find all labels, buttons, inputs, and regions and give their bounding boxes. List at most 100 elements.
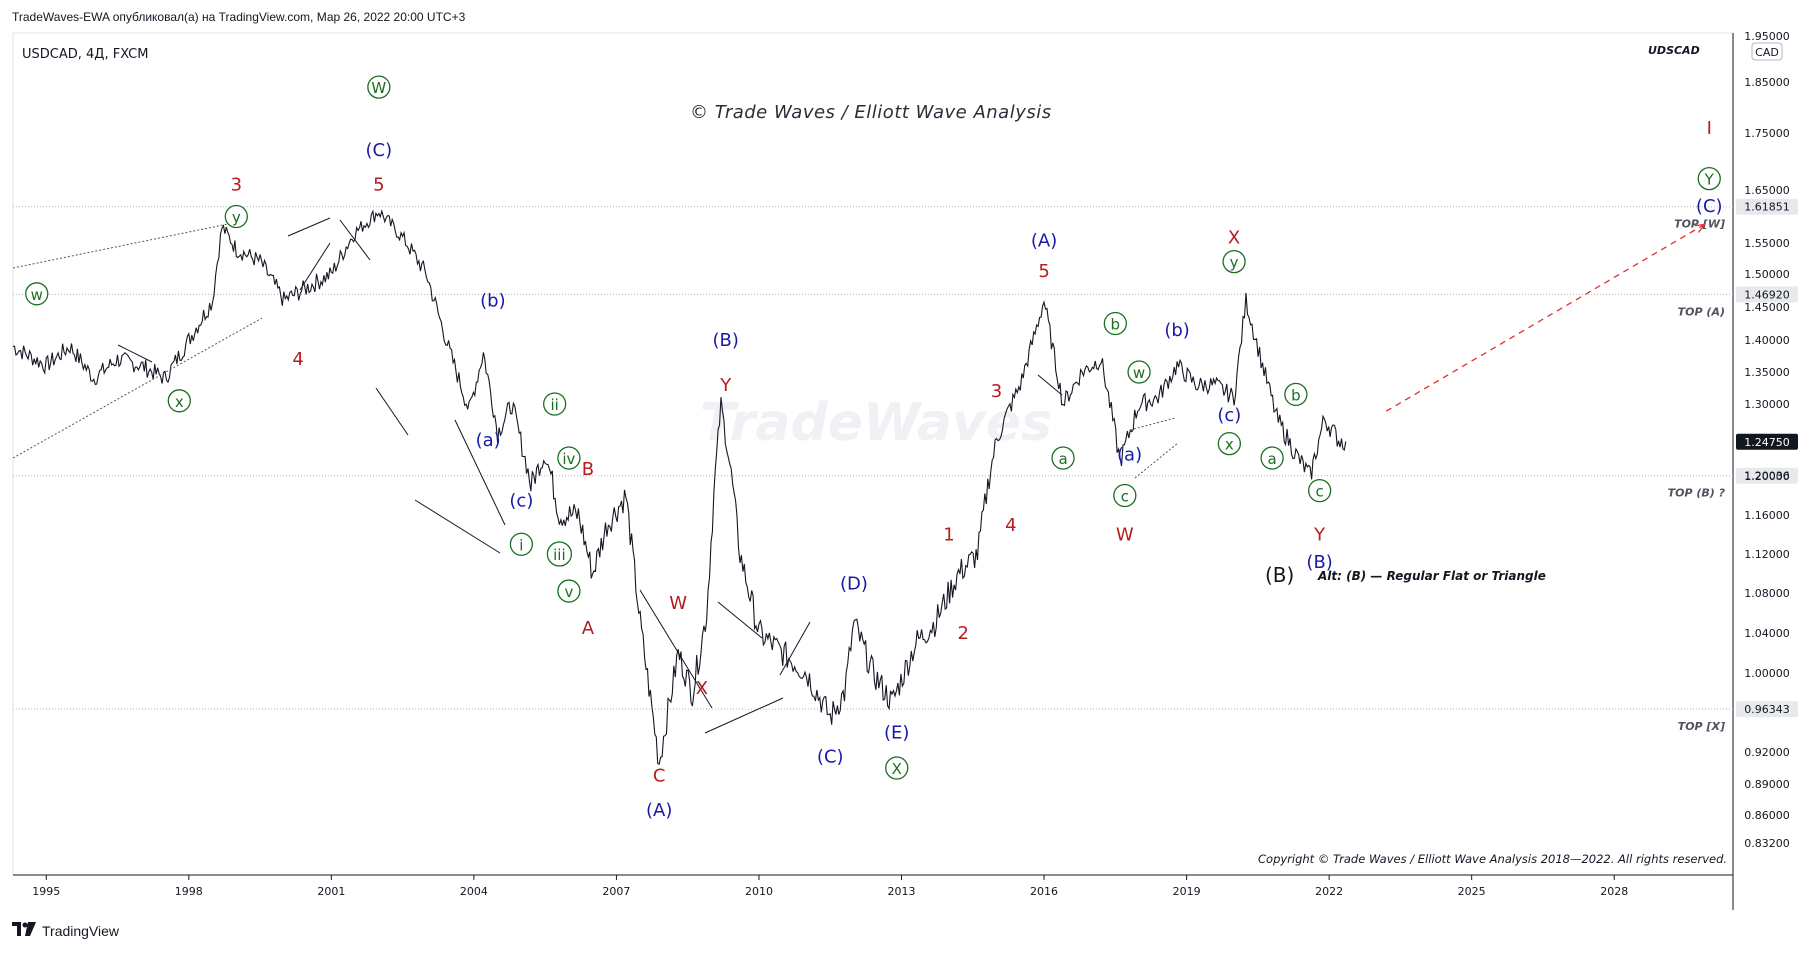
copyright-text: Copyright © Trade Waves / Elliott Wave A… [1258,852,1727,866]
faded-watermark: TradeWaves [700,393,1052,453]
price-level-badge [1736,467,1798,484]
y-tick-label: 1.00000 [1744,667,1790,680]
y-tick-label: 1.85000 [1744,76,1790,89]
projection-arrow-head-icon [1694,223,1706,233]
y-tick-label: 1.08000 [1744,587,1790,600]
wave-label-circle [543,392,567,416]
wedge-line-7 [454,419,506,526]
wave-label-circle [557,446,581,470]
wave-label-red: 1 [943,525,954,546]
wave-label-red: W [669,593,687,614]
price-level-badge [1736,286,1798,303]
x-tick-label: 2001 [317,885,345,898]
wave-label-green: y [1230,254,1239,272]
symbol-title: USDCAD, 4Д, FXCM [22,47,148,62]
wave-label-green: Y [1704,171,1715,189]
wave-label-blue: (E) [884,722,909,743]
price-level-badge [1736,701,1798,718]
y-tick-label: 0.86000 [1744,809,1790,822]
x-tick-label: 2004 [460,885,488,898]
y-tick-label: 1.55000 [1744,237,1790,250]
price-level-name: TOP [W] [1674,218,1725,231]
wave-label-green: y [232,209,241,227]
wave-label-green: c [1316,483,1324,501]
y-tick-label: 1.45000 [1744,301,1790,314]
y-tick-label: 1.12000 [1744,548,1790,561]
wave-label-blue: (c) [509,490,533,511]
wave-label-circle [885,756,909,780]
price-level-badge [1736,198,1798,215]
wave-label-circle [167,389,191,413]
triangle-line-1 [639,589,713,709]
alt-wave-text: Alt: (B) — Regular Flat or Triangle [1317,569,1546,583]
currency-label: CAD [1755,46,1779,59]
wave-label-green: i [519,536,523,554]
wave-label-green: x [1225,436,1234,454]
wave-label-blue: (C) [817,746,844,767]
wave-label-circle [1260,446,1284,470]
wave-label-circle [557,579,581,603]
wave-label-blue: (b) [1164,320,1189,341]
x-tick-label: 2019 [1173,885,1201,898]
wave-label-red: 5 [1038,261,1049,282]
wave-label-green: w [1133,364,1145,382]
wave-label-red: I [1707,118,1712,139]
wave-label-green: b [1291,386,1301,404]
wave-label-blue: (b) [480,290,505,311]
last-price-badge [1736,433,1798,450]
footer-brand[interactable]: TradingView [12,922,119,939]
price-level-value: 1.20036 [1744,470,1790,483]
wedge-line-5 [375,387,409,436]
wave-label-green: iii [553,546,566,564]
wave-label-circle [1051,446,1075,470]
wave-label-green: b [1111,316,1121,334]
x-tick-label: 2022 [1315,885,1343,898]
plot-area[interactable] [12,32,1734,876]
alt-wave-label: (B) [1265,563,1294,587]
wave-label-green: a [1268,450,1277,468]
wave-label-green: ii [550,396,558,414]
triangle-line-7 [1134,442,1179,479]
wave-label-green: w [31,286,43,304]
wave-label-red: X [1228,228,1240,249]
wave-label-circle [1222,249,1246,274]
wave-label-red: 5 [373,174,384,195]
wedge-line-1 [117,344,153,363]
wave-label-blue: (c) [1217,405,1241,426]
wave-label-green: x [175,393,184,411]
wave-label-blue: (C) [1696,196,1723,217]
x-tick-label: 2007 [602,885,630,898]
wave-label-green: iv [562,450,575,468]
price-level-name: TOP [X] [1678,720,1725,733]
price-series-line [12,209,1347,766]
triangle-line-4 [779,621,811,676]
y-tick-label: 1.30000 [1744,398,1790,411]
wave-label-circle [367,75,391,99]
wave-label-circle [1127,360,1151,384]
wave-label-circle [546,541,573,567]
wave-label-green: a [1058,450,1067,468]
y-tick-label: 1.20000 [1744,470,1790,483]
y-tick-label: 0.83200 [1744,837,1790,850]
wave-label-red: B [582,459,594,480]
wave-label-red: 4 [1005,515,1016,536]
y-tick-label: 1.40000 [1744,334,1790,347]
tradingview-brand-text: TradingView [42,922,120,939]
wave-label-circle [1217,431,1242,456]
wedge-line-6 [414,499,501,554]
y-tick-label: 1.95000 [1744,30,1790,43]
wave-label-green: v [564,583,573,601]
wave-label-blue: (C) [366,140,393,161]
triangle-line-5 [1037,374,1063,396]
wave-label-green: W [371,79,386,97]
wave-label-circle [1113,483,1137,508]
wave-label-circle [224,204,248,229]
x-tick-label: 1998 [175,885,203,898]
price-level-value: 0.96343 [1744,703,1790,716]
wave-label-circle [1697,166,1721,191]
wave-label-circle [1284,382,1308,407]
y-tick-label: 1.35000 [1744,366,1790,379]
wave-label-circle [1307,478,1332,503]
wave-label-red: Y [719,375,732,396]
